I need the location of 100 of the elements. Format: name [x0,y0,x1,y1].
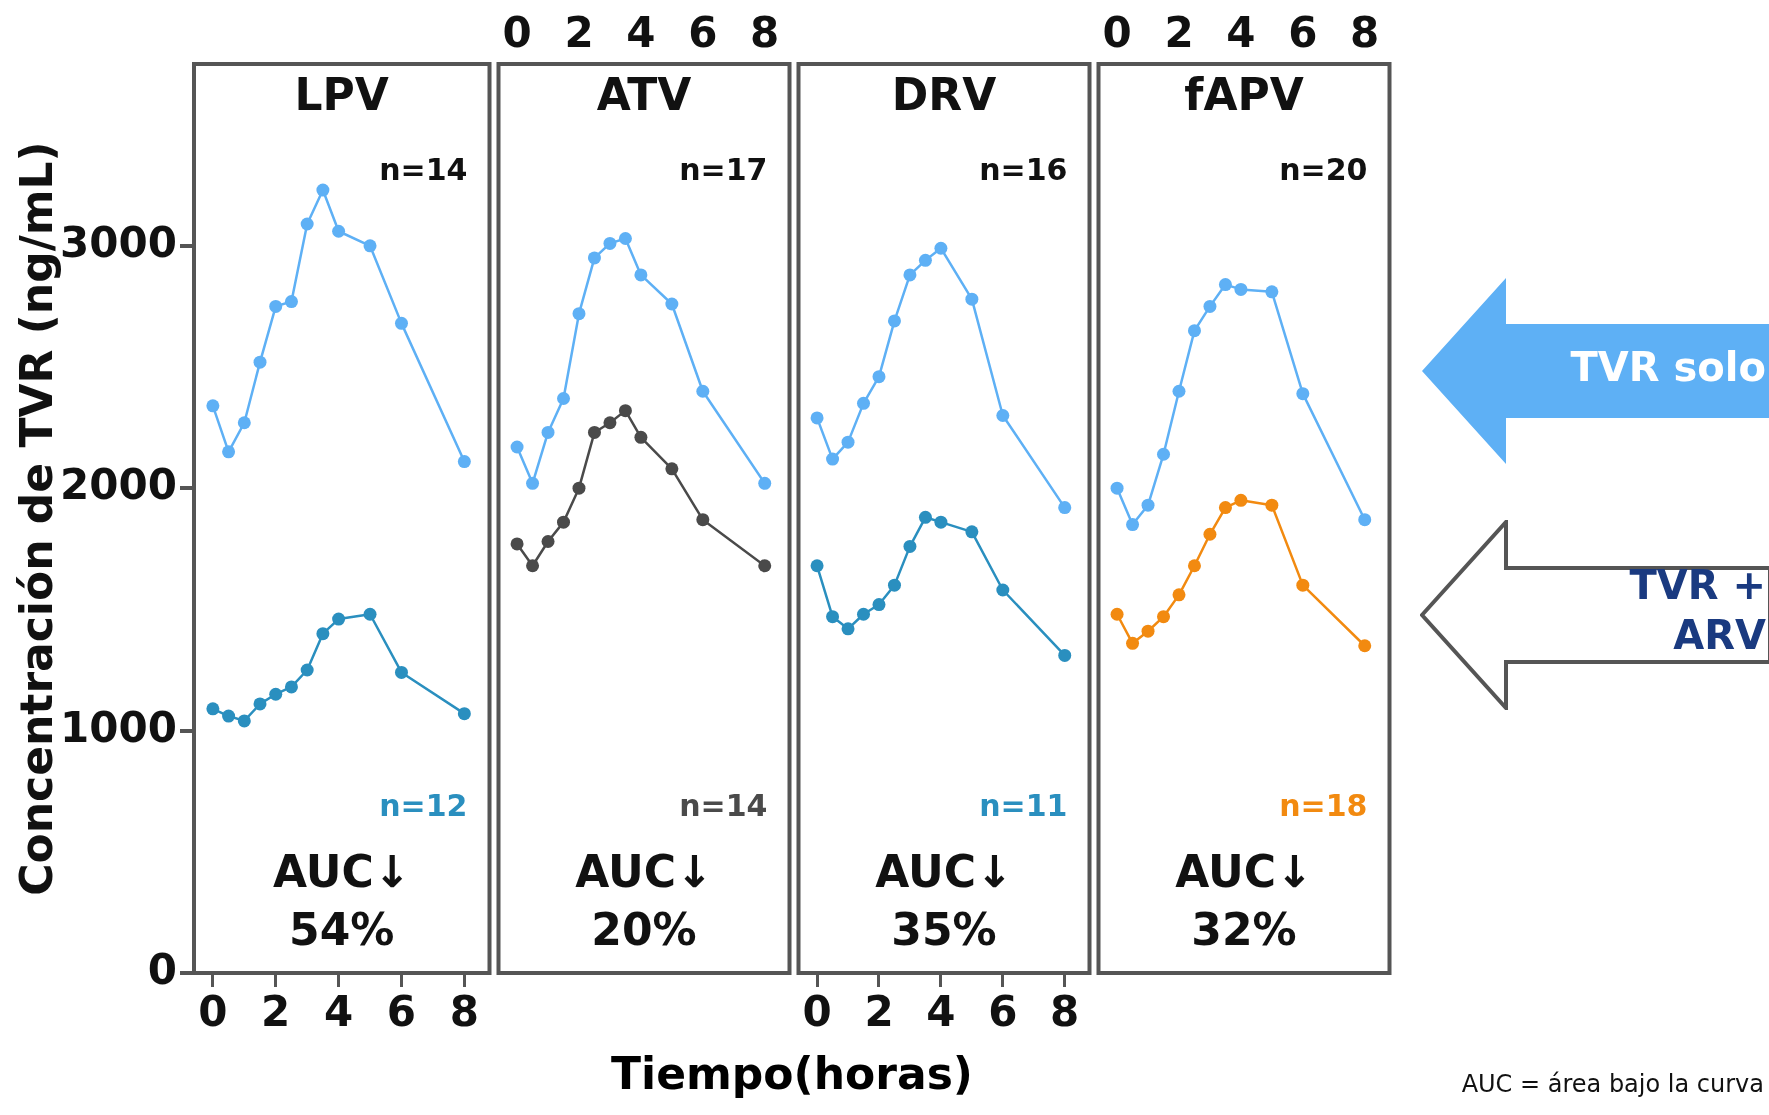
chart-title: fAPV [1184,69,1304,121]
point [1172,588,1186,602]
point [1296,387,1310,401]
point [572,307,586,321]
point [603,236,617,250]
point [634,268,648,282]
chart-title: ATV [596,69,692,121]
point [1187,324,1201,338]
x-tick-label: 2 [864,987,894,1037]
point [826,610,840,624]
annotation: 35% [891,904,997,956]
x-tick-label: 6 [988,987,1018,1037]
point [1234,282,1248,296]
point [1058,501,1072,515]
chart-title: DRV [891,69,997,121]
x-tick-label: 8 [449,987,479,1037]
point [887,578,901,592]
point [1218,501,1232,515]
annotation: n=14 [379,151,468,187]
x-tick-label: 4 [926,987,956,1037]
point [1141,624,1155,638]
point [618,404,632,418]
x-tick-label: 4 [323,987,354,1037]
point [826,452,840,466]
chart-title: LPV [294,69,389,121]
point [587,251,601,265]
point [1110,607,1124,621]
point [758,476,772,490]
point [872,370,886,384]
annotation: n=14 [679,787,768,823]
point [665,462,679,476]
x-tick-label: 2 [564,7,594,57]
x-tick-label: 0 [502,7,532,57]
x-tick-label: 8 [1050,987,1080,1037]
point [903,268,917,282]
point [1141,498,1155,512]
point [665,297,679,311]
point [841,435,855,449]
point [996,583,1010,597]
point [841,622,855,636]
annotation: 54% [289,904,395,956]
point [918,510,932,524]
point [1265,285,1279,299]
x-tick-label: 4 [1226,7,1256,57]
point [965,525,979,539]
point [1058,648,1072,662]
point [965,292,979,306]
point [1187,559,1201,573]
point [810,411,824,425]
point [857,607,871,621]
point [557,515,571,529]
annotation: AUC↓ [575,846,713,898]
point [934,515,948,529]
point [618,232,632,246]
annotation: AUC↓ [875,846,1013,898]
point [541,535,555,549]
point [1110,481,1124,495]
x-tick-label: 0 [1102,7,1132,57]
point [541,425,555,439]
point [557,392,571,406]
point [634,430,648,444]
point [1358,639,1372,653]
annotation: n=18 [1279,787,1368,823]
point [1157,610,1171,624]
point [510,537,524,551]
point [1296,578,1310,592]
x-tick-label: 8 [1350,7,1380,57]
point [572,481,586,495]
text: TVR solo [1569,343,1766,392]
x-tick-label: 0 [198,987,228,1037]
x-tick-label: 4 [626,7,656,57]
y-tick-label: 0 [147,944,177,994]
point [872,598,886,612]
point [696,513,710,527]
point [1157,447,1171,461]
annotation: 32% [1191,904,1297,956]
point [1126,636,1140,650]
y-tick-label: 1000 [60,702,177,752]
annotation: n=16 [979,151,1068,187]
x-tick-label: 6 [1288,7,1318,57]
x-tick-label: 2 [1164,7,1194,57]
x-axis-title: Tiempo(horas) [610,1048,974,1099]
x-tick-label: 6 [386,987,417,1037]
annotation: 20% [591,904,697,956]
y-tick-label: 2000 [60,460,177,510]
point [526,476,540,490]
point [887,314,901,328]
point [587,425,601,439]
point [1203,299,1217,313]
point [526,559,540,573]
text: TVR + ARV [1628,561,1766,660]
point [603,416,617,430]
point [857,396,871,410]
point [1203,527,1217,541]
annotation: n=20 [1279,151,1368,187]
annotation: n=17 [679,151,768,187]
point [918,253,932,267]
point [1172,384,1186,398]
y-tick-label: 3000 [60,217,177,267]
text: AUC = área bajo la curva [1461,1070,1764,1098]
